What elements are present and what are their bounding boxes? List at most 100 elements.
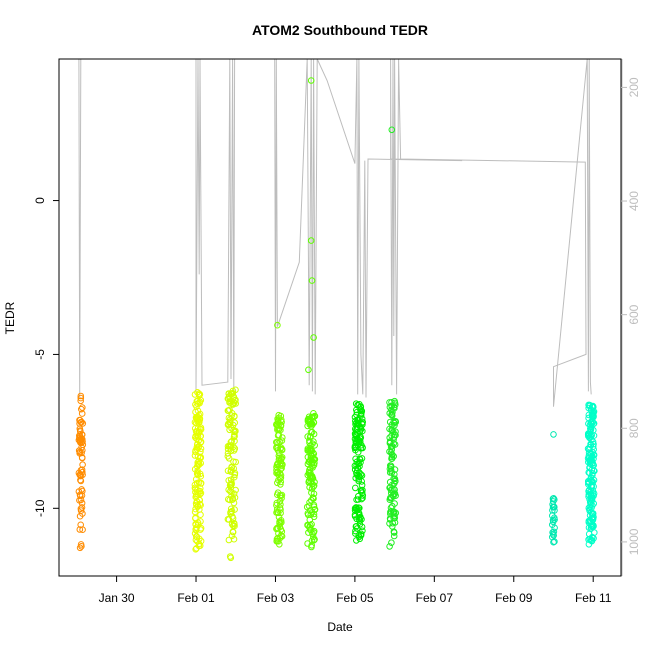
data-point [78, 499, 86, 507]
data-point [549, 518, 557, 526]
data-point [388, 432, 395, 440]
data-point [192, 401, 199, 408]
data-point [192, 500, 200, 507]
data-point [226, 395, 233, 403]
data-point [390, 532, 398, 540]
right-tick-label: 200 [627, 77, 641, 97]
data-point [358, 415, 366, 423]
data-point [353, 411, 360, 419]
data-point [192, 488, 199, 496]
data-point [358, 481, 366, 489]
data-point [226, 553, 234, 560]
data-point [227, 481, 235, 489]
data-point [585, 504, 593, 512]
right-tick-label: 800 [627, 418, 641, 438]
data-point [356, 463, 363, 470]
data-point [549, 495, 557, 503]
data-point [305, 479, 313, 486]
data-point [225, 455, 233, 462]
data-point [586, 496, 593, 503]
data-point [77, 472, 84, 480]
data-point [308, 420, 315, 427]
data-point [278, 446, 286, 454]
data-point [276, 518, 283, 525]
data-point [588, 510, 596, 517]
data-point [77, 394, 85, 402]
data-point [353, 537, 360, 544]
data-point [273, 535, 281, 543]
data-point [585, 454, 593, 462]
data-point [589, 478, 597, 486]
data-point [229, 528, 237, 536]
data-point [79, 420, 87, 427]
x-tick-label: Feb 05 [336, 591, 374, 605]
data-point [386, 484, 393, 492]
data-point [304, 460, 312, 468]
x-tick-label: Feb 07 [416, 591, 454, 605]
data-point [386, 494, 394, 502]
right-tick-label: 1000 [627, 528, 641, 555]
data-point [388, 453, 396, 461]
data-point [353, 496, 360, 504]
data-point [193, 545, 200, 552]
data-point [78, 418, 85, 426]
y-axis: -10 -5 0 [33, 197, 59, 517]
x-tick-label: Feb 03 [257, 591, 295, 605]
data-point [76, 425, 84, 433]
data-point [277, 501, 284, 508]
data-point [588, 537, 596, 544]
data-point [79, 526, 86, 534]
data-point [309, 440, 316, 448]
data-point [194, 389, 201, 396]
data-point [193, 415, 201, 423]
data-point [279, 434, 286, 441]
data-point [273, 506, 281, 513]
data-point [386, 434, 394, 442]
data-point [357, 434, 365, 441]
data-point [386, 425, 393, 433]
data-point [352, 400, 360, 408]
profile-1 [75, 392, 87, 552]
data-point [195, 479, 203, 486]
data-point [549, 512, 556, 520]
data-point [550, 503, 557, 511]
data-point [193, 435, 200, 443]
data-point [352, 505, 360, 512]
data-point [228, 532, 236, 540]
data-point [78, 405, 85, 413]
data-point [277, 472, 285, 479]
data-point [354, 448, 362, 456]
data-point [195, 461, 203, 469]
y-tick-label: -5 [33, 349, 47, 360]
right-tick-label: 600 [627, 304, 641, 324]
data-point [353, 525, 361, 532]
x-axis: Jan 30 Feb 01 Feb 03 Feb 05 Feb 07 Feb 09 Feb … [99, 576, 612, 605]
data-point [274, 460, 282, 467]
data-point [275, 456, 283, 464]
data-point [79, 404, 86, 411]
data-point [77, 435, 84, 443]
data-point [550, 538, 557, 546]
profile-7 [386, 126, 400, 550]
data-point [388, 539, 395, 547]
data-point [307, 454, 315, 462]
data-point [587, 440, 594, 448]
data-point [310, 536, 318, 544]
data-point [273, 525, 280, 533]
data-point [392, 401, 399, 409]
data-point [227, 509, 234, 516]
data-point [78, 486, 85, 493]
chart-title: ATOM2 Southbound TEDR [252, 22, 428, 38]
data-point [195, 390, 203, 397]
data-point [356, 438, 364, 445]
y-tick-label: -10 [33, 499, 47, 517]
data-point [274, 321, 281, 329]
data-point [358, 478, 366, 485]
profile-8 [549, 431, 558, 546]
data-point [191, 530, 199, 537]
data-point [307, 469, 314, 477]
x-axis-label: Date [327, 620, 353, 634]
data-point [76, 544, 84, 552]
data-point [590, 446, 598, 453]
data-point [309, 494, 317, 501]
